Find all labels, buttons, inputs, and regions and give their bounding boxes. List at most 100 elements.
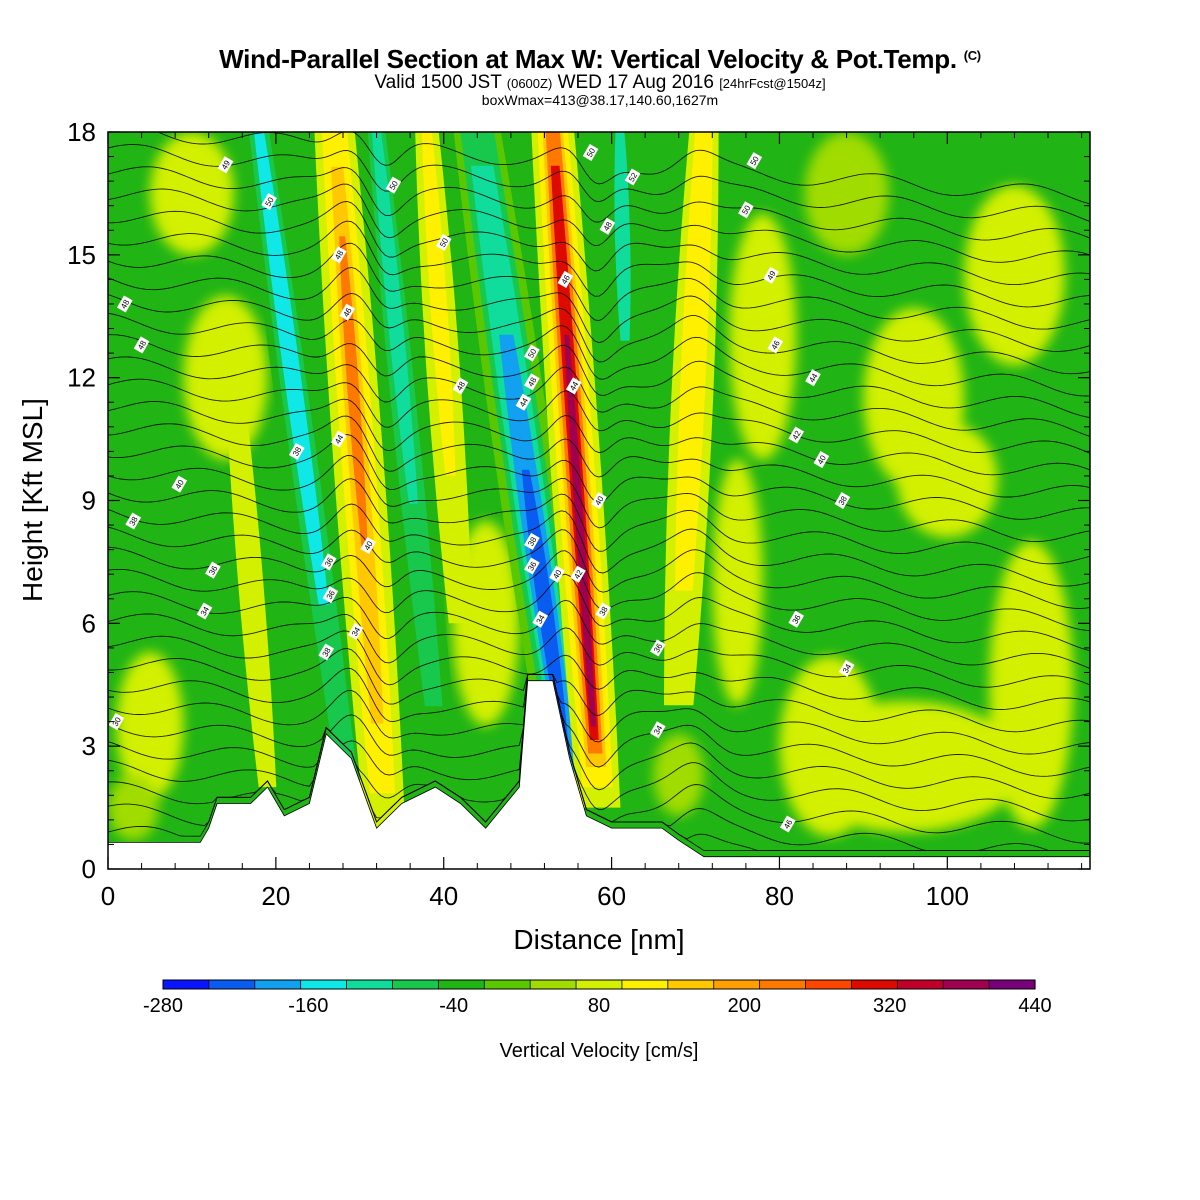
isotherm-label: 50 [435,233,452,252]
isotherm-label: 52 [624,168,641,186]
updraft-band [314,132,406,829]
colorbar-swatch [805,980,853,989]
isotherm-label-bg [125,512,142,530]
isotherm-label: 50 [385,176,402,194]
downdraft-band [359,132,461,808]
isotherm-label: 40 [549,565,565,583]
isotherm-label-bg [108,713,125,731]
isotherm-label: 36 [649,639,666,657]
colorbar-swatch [300,980,348,989]
isotherm-label: 44 [515,393,532,411]
isotherm-label-bg [624,168,641,186]
isotherm-label-bg [599,217,616,235]
isotherm-label: 38 [318,643,335,661]
isotherm-label-bg [318,643,335,661]
x-tick-label: 40 [429,881,458,911]
isotherm-label-bg [649,639,666,657]
isotherm-label: 38 [595,602,612,620]
colorbar-swatch [438,980,485,989]
isotherm-line [108,166,1090,241]
isotherm-label-bg [288,442,305,460]
isotherm-line [108,292,1090,375]
isotherm-line [108,568,1090,652]
isotherm-label-bg [767,336,784,354]
isotherm-label: 46 [779,815,796,833]
isotherm-label: 36 [320,553,337,571]
isotherm-line [108,415,1090,498]
isotherm-label-bg [330,246,347,264]
isotherm-line [108,630,1090,710]
isotherm-label: 46 [339,303,356,321]
isotherm-label-bg [524,344,540,362]
colorbar-tick-label: 440 [1018,995,1051,1017]
isotherm-label: 36 [524,557,540,575]
x-axis-label: Distance [nm] [513,924,684,955]
isotherm-label: 44 [805,369,821,387]
isotherm-label: 46 [557,270,574,288]
isotherm-label: 49 [217,156,234,174]
field-blob [653,733,704,816]
colorbar-swatch [897,980,944,989]
downdraft-layer [614,132,631,341]
isotherm-label-bg [524,373,540,391]
isotherm-label-bg [549,565,565,583]
colorbar-swatch [163,980,210,989]
field-blob [729,213,797,460]
isotherm-line [108,591,1090,669]
isotherm-label-bg [565,377,582,395]
isotherm-label: 48 [599,217,616,235]
isotherm-label: 48 [330,246,347,264]
isotherm-label-bg [524,557,540,575]
isotherm-label-bg [347,622,364,641]
isotherm-line [108,334,1090,418]
isotherm-label-bg [738,201,754,219]
isotherm-label: 50 [261,193,277,211]
isotherm-line [108,478,1090,565]
isotherm-label-bg [649,721,666,739]
isotherm-label: 34 [196,602,213,620]
colorbar-frame [162,979,1036,990]
isotherm-label-bg [385,176,402,194]
isotherm-line [108,183,1090,263]
x-tick-label: 0 [101,881,115,911]
isotherm-label-bg [788,426,805,444]
isotherm-line [108,526,1090,609]
x-tick-label: 80 [765,881,794,911]
isotherm-line [108,674,1090,822]
isotherm-line [108,356,1090,437]
isotherm-label: 48 [116,295,133,313]
colorbar-swatch [621,980,669,989]
isotherm-line [108,378,1090,454]
isotherm-label-bg [205,561,221,579]
plot-area: 30 34 36 38 40 48 48 38 38 36 36 44 40 34 46 48 49 50 50 50… [108,132,1090,869]
y-tick-label: 3 [82,731,96,761]
updraft-layer [225,377,277,788]
colorbar: -280 -160 -40 80 200 320 440 [143,979,1052,1017]
isotherm-label: 36 [788,610,805,628]
isotherm-label: 44 [565,377,582,395]
colorbar-swatch [392,980,439,989]
downdraft-band [608,132,640,480]
isotherm-label: 50 [738,201,754,219]
isotherm-label: 38 [524,532,540,550]
velocity-bands [225,132,719,829]
updraft-band [531,132,621,808]
isotherm-line [108,398,1090,476]
updraft-layer [421,132,456,476]
background-velocity-field [108,132,1074,841]
isotherm-label-bg [452,377,469,395]
isotherm-label-bg [360,536,377,555]
chart-box-wmax: boxWmax=413@38.17,140.60,1627m [481,92,719,108]
isotherm-label: 38 [125,512,142,530]
isotherm-label: 48 [524,373,540,391]
y-tick-label: 15 [67,240,96,270]
isotherm-label-bg [196,602,213,620]
isotherm-label-bg [570,565,586,583]
colorbar-swatch [851,980,898,989]
field-blob [964,185,1065,366]
downdraft-layer [372,132,418,504]
isotherm-label-bg [557,270,574,288]
updraft-layer [564,334,596,727]
isotherm-label-bg [339,303,356,321]
